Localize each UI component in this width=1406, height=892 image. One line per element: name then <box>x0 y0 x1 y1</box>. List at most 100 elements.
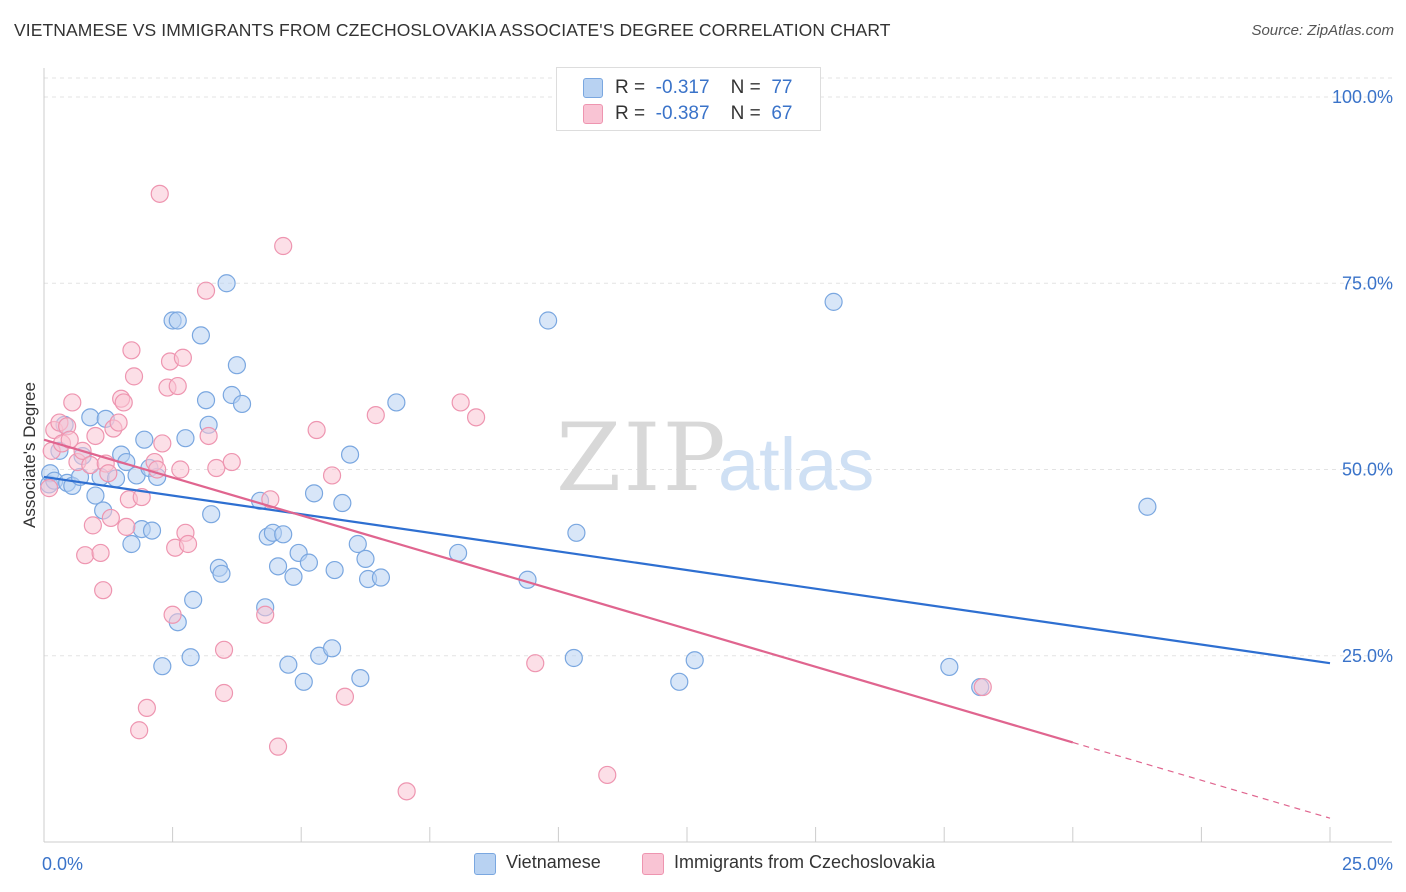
data-point <box>63 393 82 412</box>
bottom-legend-label-czechoslovakia: Immigrants from Czechoslovakia <box>674 852 936 872</box>
y-tick-label: 25.0% <box>1342 646 1393 666</box>
data-point <box>40 479 59 498</box>
data-point <box>1138 497 1157 516</box>
trend-line <box>43 438 1074 744</box>
data-point <box>207 458 226 478</box>
data-point <box>135 430 154 449</box>
data-point <box>163 605 182 624</box>
series-czechoslovakia-points <box>40 184 992 801</box>
bottom-legend-swatch-vietnamese <box>474 853 496 875</box>
data-point <box>232 394 252 414</box>
legend-r-label: R = <box>615 77 646 98</box>
data-point <box>366 406 385 425</box>
data-point <box>130 721 149 740</box>
data-point <box>142 521 162 540</box>
data-point <box>322 639 342 658</box>
data-point <box>199 426 218 446</box>
legend-r-label: R = <box>615 103 646 124</box>
data-point <box>153 434 172 453</box>
data-point <box>212 564 231 583</box>
data-point <box>294 672 313 691</box>
data-point <box>184 590 203 609</box>
data-point <box>564 648 583 668</box>
data-point <box>222 452 241 472</box>
data-point <box>101 508 120 528</box>
legend-n-label: N = <box>730 77 761 98</box>
data-point <box>168 311 187 330</box>
data-point <box>178 534 198 554</box>
data-point <box>191 326 210 345</box>
watermark-zip: ZIP <box>556 404 728 513</box>
data-point <box>526 654 545 673</box>
data-point <box>279 655 298 674</box>
data-point <box>109 413 128 432</box>
data-point <box>171 460 190 479</box>
data-point <box>567 523 586 542</box>
data-point <box>173 348 192 367</box>
legend-text-vietnamese: R = -0.317 N = 77 <box>615 77 792 99</box>
data-point <box>181 648 200 667</box>
bottom-legend-swatch-czechoslovakia <box>642 853 664 875</box>
data-point <box>76 546 95 565</box>
watermark: ZIP atlas <box>556 404 874 513</box>
data-point <box>268 557 288 576</box>
data-point <box>137 698 156 718</box>
bottom-legend-label-vietnamese: Vietnamese <box>506 852 601 872</box>
legend-n-value: 77 <box>771 77 793 98</box>
data-point <box>284 567 303 586</box>
data-point <box>124 367 144 386</box>
data-point <box>466 408 486 427</box>
data-point <box>973 677 992 697</box>
legend-n-value: 67 <box>771 103 793 124</box>
data-point <box>227 356 246 375</box>
data-point <box>176 429 195 448</box>
data-point <box>196 281 216 300</box>
data-point <box>153 657 172 676</box>
data-point <box>598 765 617 785</box>
data-point <box>202 505 221 524</box>
legend-r-value: -0.387 <box>655 103 710 124</box>
data-point <box>304 484 324 503</box>
data-point <box>256 605 275 624</box>
data-point <box>214 683 234 703</box>
data-point <box>261 490 280 509</box>
data-point <box>217 274 236 293</box>
legend-r-value: -0.317 <box>655 77 710 98</box>
data-point <box>81 455 100 475</box>
data-point <box>340 445 360 464</box>
data-point <box>122 534 141 554</box>
data-point <box>335 687 355 706</box>
chart-title: VIETNAMESE VS IMMIGRANTS FROM CZECHOSLOV… <box>14 20 891 40</box>
data-point <box>168 376 187 396</box>
legend-swatch-vietnamese <box>583 78 603 98</box>
grid-lines <box>44 77 1392 657</box>
y-axis-label: Associate's Degree <box>20 382 39 528</box>
trend-lines <box>43 438 1331 819</box>
data-point <box>539 311 558 330</box>
data-point <box>333 493 352 513</box>
data-point <box>348 534 367 554</box>
data-point <box>351 668 370 688</box>
data-point <box>214 640 234 659</box>
data-point <box>940 657 959 677</box>
data-point <box>83 516 102 535</box>
y-tick-label: 75.0% <box>1342 273 1393 293</box>
data-point <box>307 420 326 440</box>
data-point <box>150 184 169 203</box>
data-point <box>99 464 118 483</box>
data-point <box>91 543 110 563</box>
data-point <box>670 672 689 691</box>
data-point <box>274 525 293 544</box>
data-point <box>451 393 470 412</box>
data-point <box>274 236 293 256</box>
data-point <box>322 466 342 485</box>
y-tick-label: 50.0% <box>1342 460 1393 480</box>
x-tick-label: 25.0% <box>1342 854 1393 874</box>
watermark-atlas: atlas <box>718 423 874 506</box>
data-point <box>371 568 391 587</box>
data-point <box>114 393 133 412</box>
legend-n-label: N = <box>730 103 761 124</box>
data-point <box>685 651 704 670</box>
data-point <box>81 408 100 427</box>
